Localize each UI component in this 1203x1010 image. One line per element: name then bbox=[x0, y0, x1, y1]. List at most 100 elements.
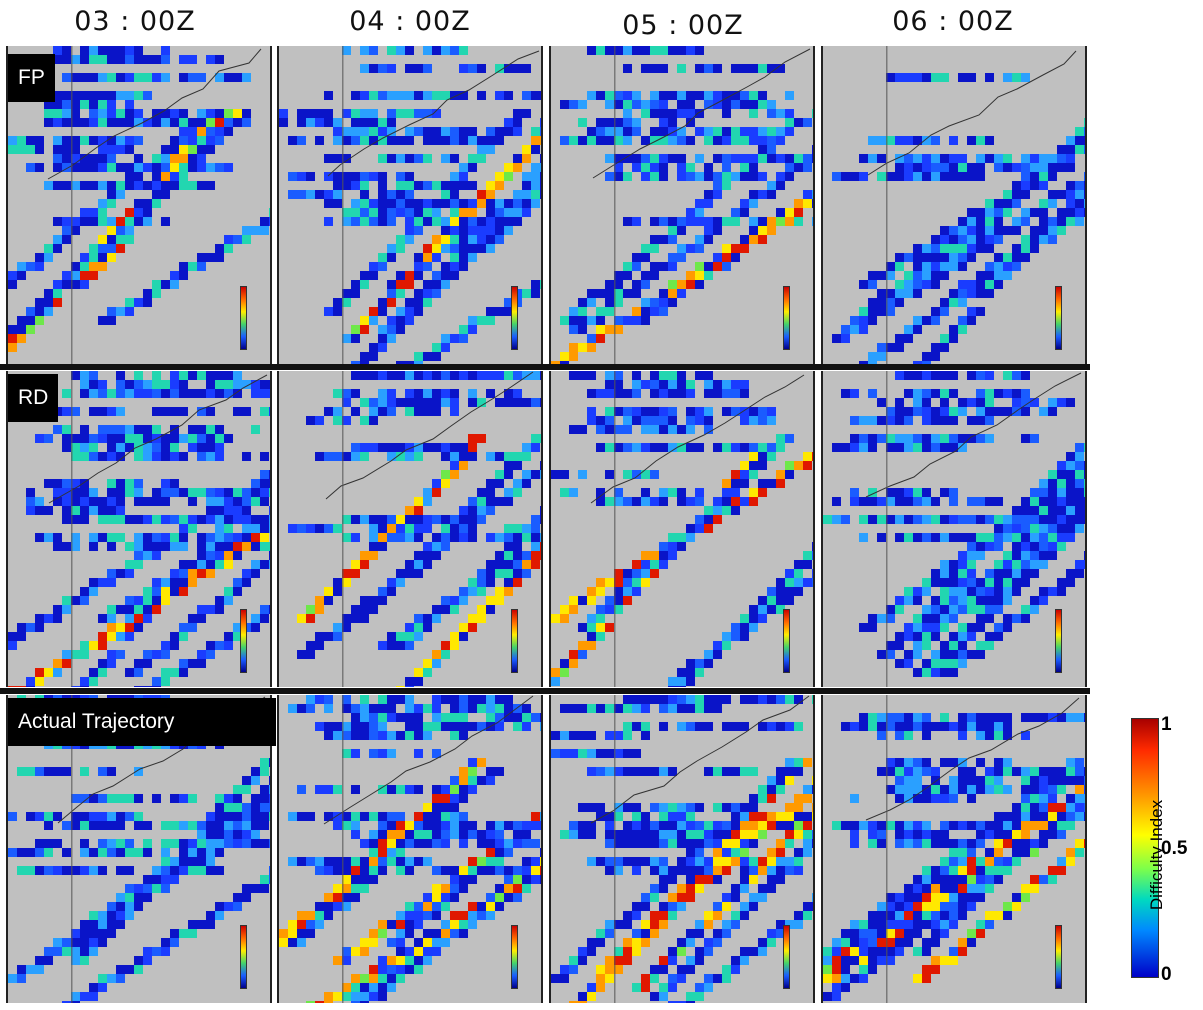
heatmap-cell bbox=[623, 695, 632, 704]
heatmap-cell bbox=[378, 587, 387, 596]
heatmap-cell bbox=[152, 172, 161, 181]
heatmap-cell bbox=[758, 235, 767, 244]
heatmap-cell bbox=[152, 389, 161, 398]
heatmap-cell bbox=[98, 217, 107, 226]
heatmap-cell bbox=[188, 145, 197, 154]
heatmap-cell bbox=[886, 407, 895, 416]
heatmap-cell bbox=[89, 253, 98, 262]
heatmap-cell bbox=[269, 560, 270, 569]
heatmap-cell bbox=[161, 866, 170, 875]
heatmap-cell bbox=[922, 262, 931, 271]
heatmap-cell bbox=[704, 839, 713, 848]
heatmap-cell bbox=[89, 488, 98, 497]
heatmap-cell bbox=[605, 839, 614, 848]
heatmap-cell bbox=[116, 506, 125, 515]
heatmap-cell bbox=[233, 893, 242, 902]
heatmap-cell bbox=[587, 623, 596, 632]
heatmap-cell bbox=[614, 154, 623, 163]
heatmap-cell bbox=[976, 398, 985, 407]
heatmap-cell bbox=[749, 893, 758, 902]
heatmap-cell bbox=[224, 560, 233, 569]
heatmap-cell bbox=[396, 641, 405, 650]
heatmap-cell bbox=[659, 154, 668, 163]
heatmap-cell bbox=[351, 560, 360, 569]
heatmap-cell bbox=[378, 542, 387, 551]
heatmap-cell bbox=[432, 704, 441, 713]
heatmap-cell bbox=[668, 866, 677, 875]
heatmap-cell bbox=[551, 470, 560, 479]
heatmap-cell bbox=[98, 821, 107, 830]
heatmap-cell bbox=[468, 515, 477, 524]
heatmap-cell bbox=[351, 325, 360, 334]
heatmap-cell bbox=[605, 46, 614, 55]
heatmap-cell bbox=[513, 127, 522, 136]
heatmap-cell bbox=[333, 118, 342, 127]
heatmap-cell bbox=[206, 533, 215, 542]
heatmap-cell bbox=[468, 127, 477, 136]
heatmap-cell bbox=[459, 587, 468, 596]
heatmap-cell bbox=[513, 551, 522, 560]
heatmap-cell bbox=[531, 515, 540, 524]
heatmap-cell bbox=[215, 163, 224, 172]
heatmap-cell bbox=[116, 73, 125, 82]
heatmap-cell bbox=[1003, 515, 1012, 524]
heatmap-cell bbox=[949, 163, 958, 172]
heatmap-cell bbox=[904, 325, 913, 334]
heatmap-cell bbox=[531, 145, 540, 154]
heatmap-cell bbox=[134, 893, 143, 902]
heatmap-cell bbox=[477, 614, 486, 623]
heatmap-cell bbox=[895, 280, 904, 289]
heatmap-cell bbox=[396, 371, 405, 380]
heatmap-cell bbox=[71, 154, 80, 163]
heatmap-cell bbox=[468, 244, 477, 253]
heatmap-cell bbox=[1084, 127, 1085, 136]
heatmap-cell bbox=[931, 407, 940, 416]
heatmap-cell bbox=[605, 749, 614, 758]
heatmap-cell bbox=[89, 848, 98, 857]
heatmap-cell bbox=[89, 371, 98, 380]
heatmap-cell bbox=[71, 506, 80, 515]
heatmap-cell bbox=[26, 488, 35, 497]
heatmap-cell bbox=[994, 497, 1003, 506]
heatmap-cell bbox=[107, 407, 116, 416]
heatmap-cell bbox=[1012, 542, 1021, 551]
heatmap-cell bbox=[459, 208, 468, 217]
heatmap-cell bbox=[324, 118, 333, 127]
heatmap-cell bbox=[940, 154, 949, 163]
heatmap-cell bbox=[614, 289, 623, 298]
heatmap-cell bbox=[35, 614, 44, 623]
heatmap-cell bbox=[170, 875, 179, 884]
heatmap-cell bbox=[641, 316, 650, 325]
heatmap-cell bbox=[704, 407, 713, 416]
heatmap-cell bbox=[450, 172, 459, 181]
heatmap-cell bbox=[1039, 235, 1048, 244]
heatmap-cell bbox=[26, 325, 35, 334]
heatmap-cell bbox=[477, 217, 486, 226]
heatmap-cell bbox=[288, 929, 297, 938]
heatmap-cell bbox=[369, 830, 378, 839]
heatmap-cell bbox=[659, 830, 668, 839]
heatmap-cell bbox=[152, 875, 161, 884]
heatmap-cell bbox=[1039, 208, 1048, 217]
heatmap-cell bbox=[450, 785, 459, 794]
heatmap-cell bbox=[704, 172, 713, 181]
heatmap-cell bbox=[468, 866, 477, 875]
heatmap-cell bbox=[369, 316, 378, 325]
heatmap-cell bbox=[967, 217, 976, 226]
heatmap-cell bbox=[378, 181, 387, 190]
heatmap-cell bbox=[486, 776, 495, 785]
heatmap-cell bbox=[614, 605, 623, 614]
heatmap-cell bbox=[405, 190, 414, 199]
heatmap-cell bbox=[260, 821, 269, 830]
heatmap-cell bbox=[387, 109, 396, 118]
heatmap-cell bbox=[260, 884, 269, 893]
heatmap-cell bbox=[767, 416, 776, 425]
heatmap-cell bbox=[668, 974, 677, 983]
heatmap-cell bbox=[125, 812, 134, 821]
heatmap-cell bbox=[152, 163, 161, 172]
heatmap-cell bbox=[940, 560, 949, 569]
heatmap-cell bbox=[396, 199, 405, 208]
heatmap-cell bbox=[441, 217, 450, 226]
heatmap-cell bbox=[215, 425, 224, 434]
heatmap-cell bbox=[767, 127, 776, 136]
